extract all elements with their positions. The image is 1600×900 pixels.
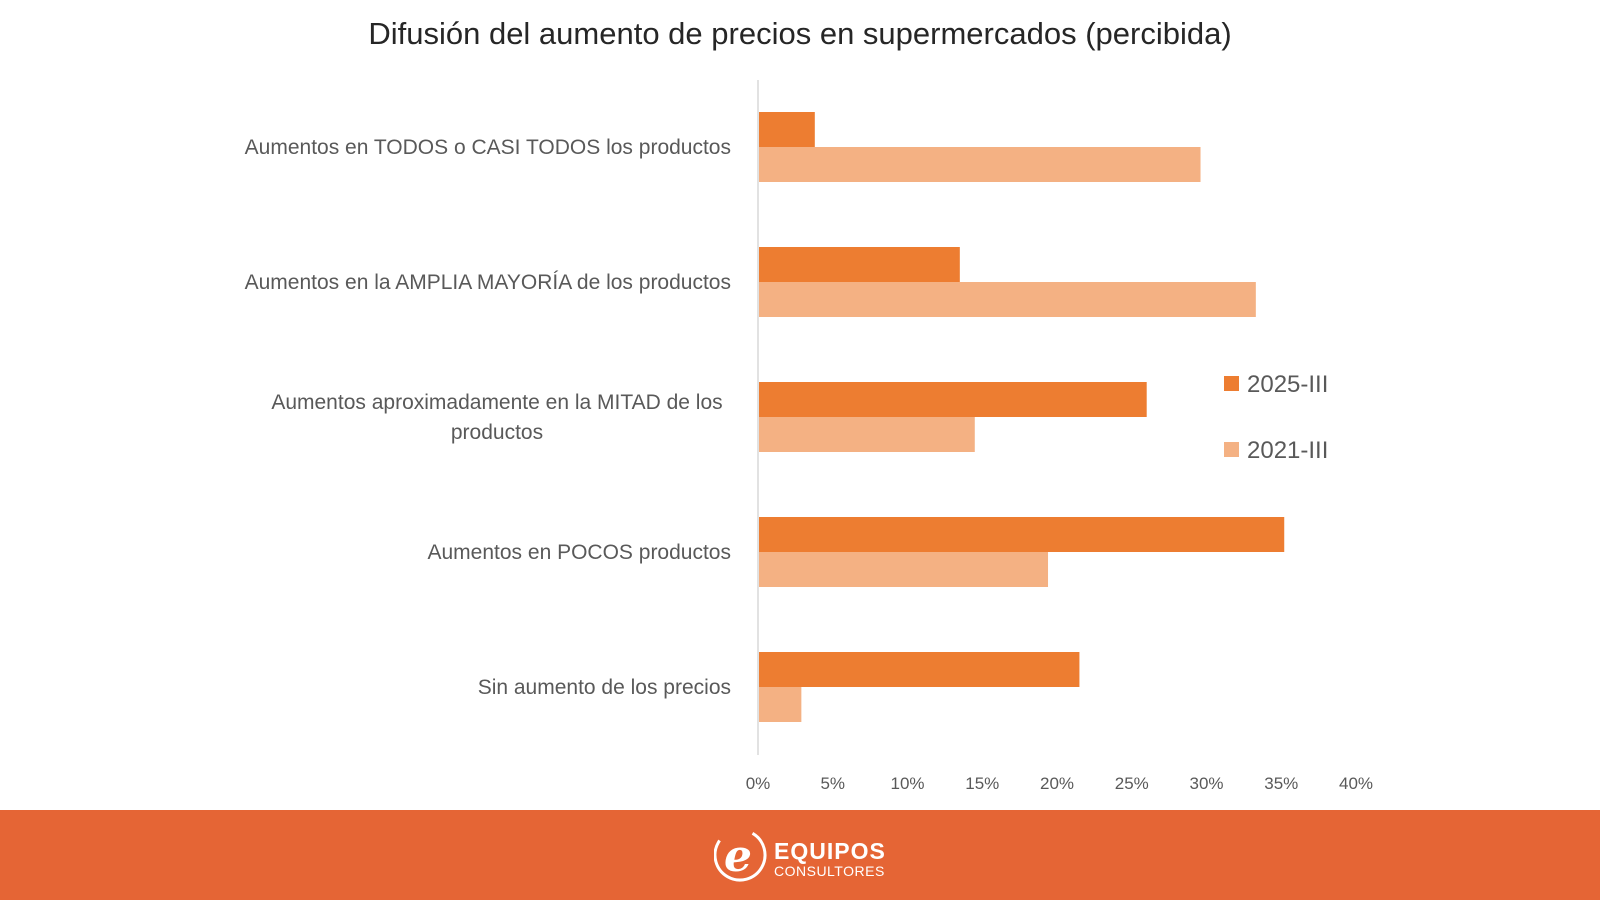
brand-name: EQUIPOS	[774, 838, 886, 864]
x-tick-label: 20%	[1040, 774, 1074, 793]
bar-2021-III-2	[759, 282, 1256, 317]
svg-text:e: e	[724, 831, 752, 882]
bar-2021-III-3	[759, 417, 975, 452]
bar-2025-III-5	[759, 652, 1080, 687]
x-tick-label: 0%	[746, 774, 771, 793]
legend: 2025-III 2021-III	[1224, 371, 1328, 464]
x-tick-label: 30%	[1189, 774, 1223, 793]
x-axis-ticks: 0% 5% 10% 15% 20% 25% 30% 35% 40%	[746, 774, 1373, 793]
x-tick-label: 40%	[1339, 774, 1373, 793]
x-tick-label: 35%	[1264, 774, 1298, 793]
bar-2025-III-1	[759, 112, 815, 147]
bar-2021-III-4	[759, 552, 1049, 587]
legend-swatch	[1224, 376, 1239, 391]
bar-2025-III-3	[759, 382, 1147, 417]
x-tick-label: 5%	[820, 774, 845, 793]
category-label: Aumentos en TODOS o CASI TODOS los produ…	[245, 136, 731, 159]
x-tick-label: 10%	[890, 774, 924, 793]
legend-swatch	[1224, 442, 1239, 457]
bar-2025-III-2	[759, 247, 960, 282]
bar-2021-III-5	[759, 687, 802, 722]
chart-title: Difusión del aumento de precios en super…	[368, 16, 1232, 51]
bars	[759, 112, 1285, 722]
x-tick-label: 25%	[1115, 774, 1149, 793]
bar-2025-III-4	[759, 517, 1285, 552]
logo-e-icon: e	[714, 828, 767, 882]
footer-bar: e EQUIPOS CONSULTORES	[0, 810, 1600, 900]
category-label: Aumentos aproximadamente en la MITAD de …	[271, 391, 722, 444]
bar-2021-III-1	[759, 147, 1201, 182]
category-label: Sin aumento de los precios	[478, 676, 731, 699]
brand-subtitle: CONSULTORES	[774, 863, 885, 879]
equipos-consultores-logo: e EQUIPOS CONSULTORES	[714, 826, 904, 886]
category-label: Aumentos en POCOS productos	[428, 541, 732, 564]
category-label: Aumentos en la AMPLIA MAYORÍA de los pro…	[245, 271, 731, 294]
legend-label: 2025-III	[1247, 371, 1328, 398]
category-labels: Aumentos en TODOS o CASI TODOS los produ…	[245, 136, 731, 699]
x-tick-label: 15%	[965, 774, 999, 793]
bar-chart: Aumentos en TODOS o CASI TODOS los produ…	[245, 80, 1373, 793]
legend-label: 2021-III	[1247, 437, 1328, 464]
